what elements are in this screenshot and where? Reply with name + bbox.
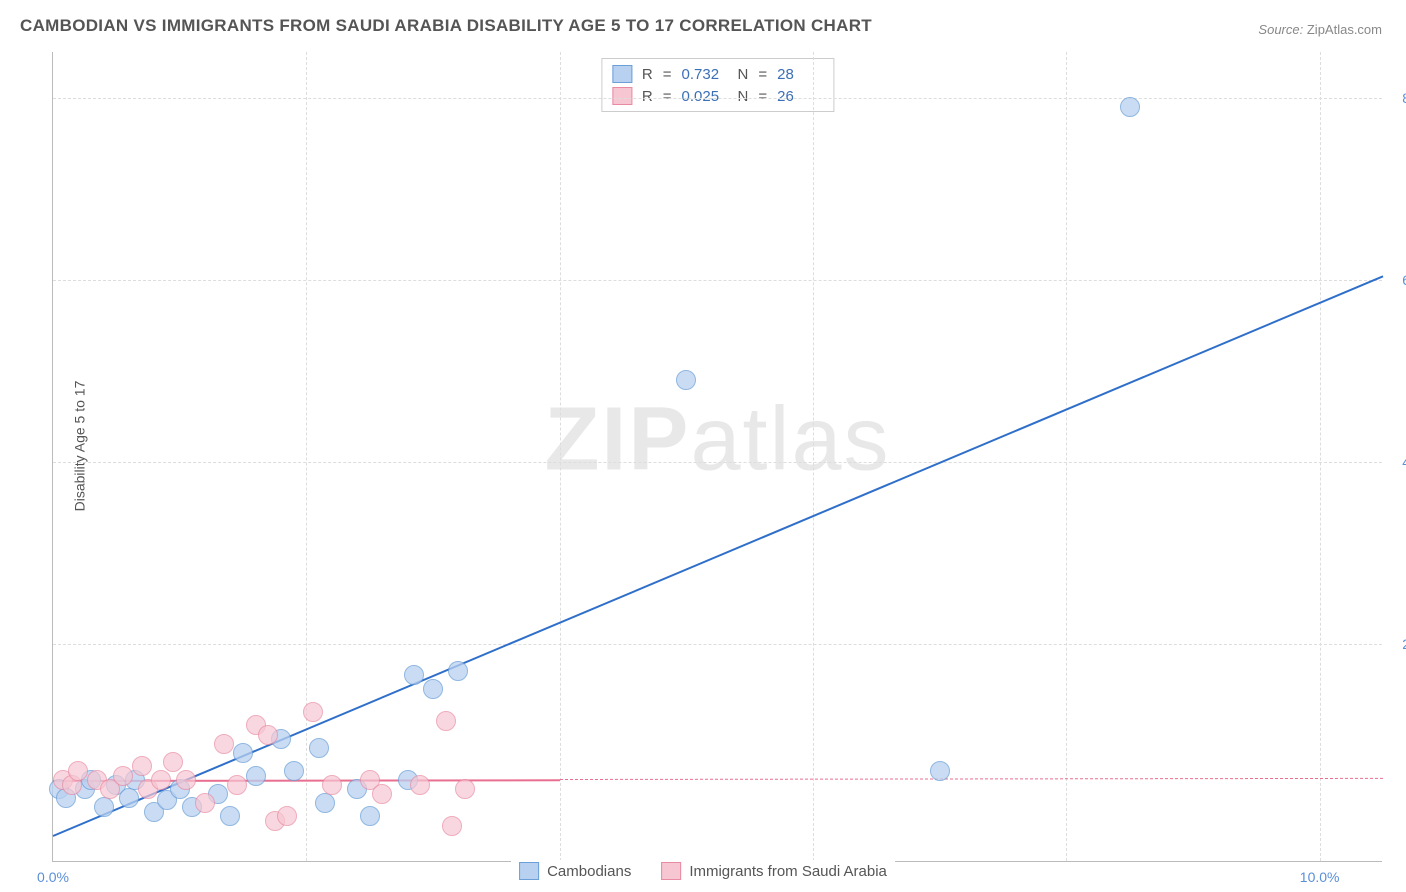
watermark: ZIPatlas [544,389,890,492]
data-point-series-0 [119,788,139,808]
gridline-v [560,52,561,861]
stat-legend-row-0: R = 0.732 N = 28 [612,63,823,85]
data-point-series-1 [442,816,462,836]
bottom-label-0: Cambodians [547,863,631,880]
data-point-series-1 [410,775,430,795]
chart-container: CAMBODIAN VS IMMIGRANTS FROM SAUDI ARABI… [0,0,1406,892]
data-point-series-0 [404,665,424,685]
data-point-series-0 [1120,97,1140,117]
data-point-series-0 [315,793,335,813]
watermark-bold: ZIP [544,390,690,490]
data-point-series-1 [68,761,88,781]
r-value-1: 0.025 [682,88,728,105]
data-point-series-0 [360,806,380,826]
gridline-v [1066,52,1067,861]
data-point-series-0 [233,743,253,763]
y-tick-label: 40.0% [1387,454,1406,470]
source-attribution: Source: ZipAtlas.com [1258,22,1382,37]
gridline-h [53,98,1382,99]
data-point-series-1 [214,734,234,754]
bottom-swatch-1 [661,862,681,880]
x-tick-label: 0.0% [37,869,69,885]
data-point-series-1 [372,784,392,804]
plot-area: ZIPatlas R = 0.732 N = 28 R = 0.025 N = … [52,52,1382,862]
data-point-series-0 [676,370,696,390]
data-point-series-1 [436,711,456,731]
n-label-1: N [738,88,749,105]
n-label-0: N [738,66,749,83]
legend-swatch-0 [612,65,632,83]
regression-line-dashed-1 [560,778,1383,780]
gridline-v [1320,52,1321,861]
data-point-series-0 [448,661,468,681]
y-tick-label: 20.0% [1387,636,1406,652]
data-point-series-1 [227,775,247,795]
eq-0b: = [758,66,767,83]
bottom-legend: Cambodians Immigrants from Saudi Arabia [511,860,895,882]
data-point-series-1 [322,775,342,795]
eq-1a: = [663,88,672,105]
r-label-0: R [642,66,653,83]
stat-legend-row-1: R = 0.025 N = 26 [612,85,823,107]
data-point-series-1 [176,770,196,790]
gridline-v [813,52,814,861]
data-point-series-1 [303,702,323,722]
bottom-swatch-0 [519,862,539,880]
eq-0a: = [663,66,672,83]
source-label: Source: [1258,22,1303,37]
r-label-1: R [642,88,653,105]
bottom-label-1: Immigrants from Saudi Arabia [689,863,887,880]
gridline-h [53,644,1382,645]
data-point-series-1 [151,770,171,790]
data-point-series-0 [309,738,329,758]
y-tick-label: 80.0% [1387,90,1406,106]
bottom-legend-item-0: Cambodians [519,862,631,880]
data-point-series-0 [246,766,266,786]
stat-legend: R = 0.732 N = 28 R = 0.025 N = 26 [601,58,834,112]
watermark-rest: atlas [690,390,890,490]
data-point-series-0 [284,761,304,781]
gridline-h [53,462,1382,463]
gridline-v [306,52,307,861]
data-point-series-0 [930,761,950,781]
data-point-series-1 [113,766,133,786]
gridline-h [53,280,1382,281]
data-point-series-0 [94,797,114,817]
eq-1b: = [758,88,767,105]
data-point-series-1 [132,756,152,776]
r-value-0: 0.732 [682,66,728,83]
x-tick-label: 10.0% [1300,869,1340,885]
data-point-series-1 [277,806,297,826]
source-value: ZipAtlas.com [1307,22,1382,37]
bottom-legend-item-1: Immigrants from Saudi Arabia [661,862,887,880]
n-value-1: 26 [777,88,823,105]
legend-swatch-1 [612,87,632,105]
data-point-series-1 [163,752,183,772]
chart-title: CAMBODIAN VS IMMIGRANTS FROM SAUDI ARABI… [20,16,872,36]
data-point-series-1 [455,779,475,799]
n-value-0: 28 [777,66,823,83]
data-point-series-0 [220,806,240,826]
data-point-series-1 [195,793,215,813]
data-point-series-1 [258,725,278,745]
data-point-series-0 [423,679,443,699]
y-tick-label: 60.0% [1387,272,1406,288]
